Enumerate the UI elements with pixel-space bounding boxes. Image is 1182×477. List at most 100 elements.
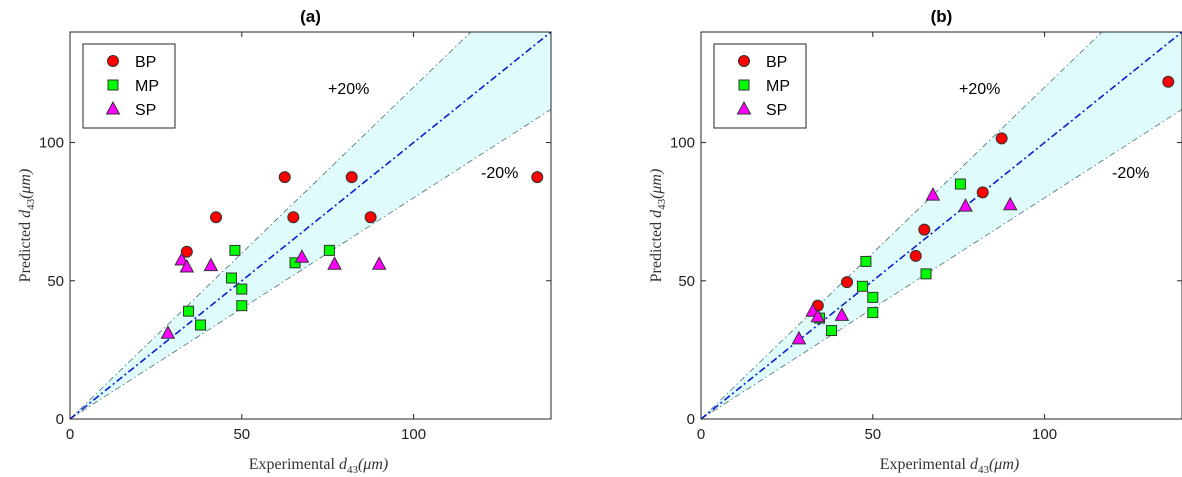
- axes-frame: [700, 31, 1182, 420]
- x-axis-label-unit: (μm): [358, 456, 388, 473]
- legend-marker-mp: [107, 79, 119, 91]
- data-point-sp: [327, 256, 342, 270]
- upper-bound-line: [701, 32, 1103, 419]
- axes-frame: [69, 31, 552, 420]
- data-point-mp: [225, 272, 237, 284]
- y-tick-label: 50: [678, 273, 695, 290]
- lower-bound-line: [701, 109, 1182, 419]
- data-point-bp: [345, 171, 358, 184]
- data-point-mp: [867, 307, 879, 319]
- x-axis-label-symbol: d: [970, 456, 979, 473]
- data-point-bp: [841, 276, 854, 289]
- chart-title: (a): [300, 7, 321, 26]
- data-point-bp: [278, 171, 291, 184]
- x-axis-label: Experimental d43(μm): [249, 456, 388, 476]
- legend-label-bp: BP: [135, 54, 156, 71]
- data-point-sp: [1002, 196, 1018, 211]
- data-point-mp: [289, 257, 301, 269]
- data-point-sp: [810, 308, 826, 323]
- chart-title: (b): [931, 7, 953, 26]
- series-mp: [183, 244, 335, 331]
- y-axis-label-unit: (μm): [648, 169, 665, 199]
- y-axis-label: Predicted d43(μm): [648, 169, 668, 283]
- series-sp: [791, 187, 1018, 345]
- y-axis-label-text: Predicted: [17, 222, 34, 282]
- data-point-bp: [995, 132, 1008, 145]
- chart-panel-1: 0 50 100 0 50 100 +20% -20% BP MP SP (a) Experimenta…: [17, 7, 552, 476]
- legend-label-mp: MP: [766, 78, 790, 95]
- y-tick-label: 100: [39, 135, 64, 152]
- data-point-mp: [920, 268, 932, 280]
- y-axis-label-text: Predicted: [648, 222, 665, 282]
- data-point-sp: [294, 249, 310, 263]
- x-tick-label: 50: [233, 426, 250, 443]
- data-point-sp: [174, 252, 190, 266]
- y-tick-label: 50: [47, 273, 64, 290]
- y-tick-label: 100: [670, 135, 695, 152]
- legend-label-bp: BP: [766, 54, 787, 71]
- data-point-mp: [954, 178, 966, 190]
- series-bp: [180, 171, 544, 258]
- data-point-sp: [925, 187, 941, 201]
- legend-label-sp: SP: [135, 102, 156, 119]
- upper-bound-annotation: +20%: [959, 81, 1000, 98]
- data-point-sp: [791, 330, 807, 345]
- x-tick-label: 50: [864, 426, 881, 443]
- legend-label-sp: SP: [766, 102, 787, 119]
- legend-marker-sp: [105, 100, 121, 115]
- data-point-sp: [371, 256, 387, 270]
- lower-bound-annotation: -20%: [481, 165, 518, 182]
- legend: BP MP SP: [713, 43, 807, 129]
- lower-bound-annotation: -20%: [1112, 165, 1149, 182]
- data-point-mp: [826, 325, 838, 337]
- y-axis-label-symbol: d: [17, 209, 34, 218]
- y-axis-label-unit: (μm): [17, 169, 34, 199]
- band-group: [70, 32, 551, 419]
- legend-box: [82, 43, 176, 129]
- data-point-bp: [918, 223, 931, 236]
- legend-marker-bp: [738, 55, 750, 67]
- y-axis-label: Predicted d43(μm): [17, 169, 37, 283]
- legend-marker-sp: [736, 100, 752, 115]
- y-axis-label-symbol: d: [648, 209, 665, 218]
- x-tick-label: 100: [401, 426, 426, 443]
- data-point-bp: [909, 249, 922, 262]
- data-point-bp: [180, 245, 193, 258]
- legend-box: [713, 43, 807, 129]
- data-point-sp: [160, 325, 176, 339]
- data-point-mp: [856, 280, 868, 292]
- x-axis-label-subscript: 43: [978, 464, 990, 476]
- x-axis-label-unit: (μm): [989, 456, 1019, 473]
- data-point-bp: [531, 171, 544, 184]
- data-point-bp: [210, 211, 223, 224]
- data-point-sp: [834, 307, 850, 321]
- y-axis-label-subscript: 43: [25, 198, 37, 210]
- data-point-bp: [976, 186, 989, 199]
- data-point-mp: [236, 283, 248, 295]
- upper-bound-line: [70, 32, 472, 419]
- upper-bound-annotation: +20%: [328, 81, 369, 98]
- x-tick-label: 0: [66, 426, 74, 443]
- data-point-sp: [958, 198, 973, 212]
- legend-marker-mp: [738, 79, 750, 91]
- data-point-mp: [229, 244, 241, 256]
- legend-marker-bp: [107, 55, 119, 67]
- chart-panel-2: 0 50 100 0 50 100 +20% -20% BP MP SP (b) Experimenta…: [648, 7, 1182, 476]
- x-axis-label-text: Experimental: [249, 456, 336, 473]
- data-point-mp: [195, 319, 207, 331]
- x-tick-label: 100: [1032, 426, 1057, 443]
- parity-line: [70, 32, 551, 419]
- x-axis-label-subscript: 43: [347, 464, 359, 476]
- data-point-sp: [179, 258, 195, 273]
- series-sp: [160, 249, 387, 339]
- data-point-bp: [364, 211, 377, 224]
- x-axis-label-symbol: d: [339, 456, 348, 473]
- legend: BP MP SP: [82, 43, 176, 129]
- x-axis-label-text: Experimental: [880, 456, 967, 473]
- data-point-bp: [1162, 75, 1175, 88]
- data-point-mp: [323, 244, 335, 256]
- y-tick-label: 0: [687, 411, 695, 428]
- data-point-mp: [860, 255, 872, 267]
- data-point-mp: [236, 300, 248, 312]
